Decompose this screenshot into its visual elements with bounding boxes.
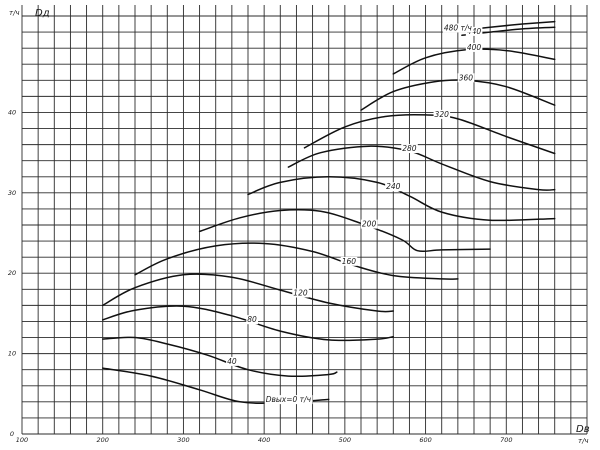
series-label-background — [226, 356, 238, 366]
series-label: 200 — [362, 220, 377, 229]
series-label-background — [246, 315, 259, 325]
series-label: 40 — [227, 357, 237, 366]
series-label: 160 — [342, 257, 357, 266]
x-tick-label: 100 — [16, 436, 28, 444]
series-label: 400 — [467, 43, 482, 52]
x-axis-label: Dв — [576, 424, 590, 435]
series-line — [360, 79, 556, 111]
series-line — [101, 273, 395, 313]
y-axis-label: Dд — [35, 8, 50, 19]
series-line — [303, 113, 556, 155]
series-label-background — [465, 26, 483, 36]
series-label-background — [385, 182, 402, 192]
series-label-background — [264, 395, 313, 405]
x-tick-label: 200 — [97, 436, 109, 444]
y-axis-unit: т/ч — [9, 9, 20, 17]
series-label: 280 — [402, 144, 417, 153]
x-tick-label: 500 — [339, 436, 351, 444]
series-label-background — [360, 219, 378, 229]
series-label: 480 т/ч — [444, 23, 473, 32]
x-tick-label: 600 — [419, 436, 431, 444]
grid — [21, 5, 588, 435]
y-tick-label: 30 — [8, 189, 16, 197]
y-tick-label: 0 — [10, 430, 14, 438]
series-label: 440 — [467, 27, 482, 36]
y-tick-label: 10 — [8, 350, 16, 358]
series-label: 360 — [459, 73, 474, 82]
x-tick-label: 300 — [177, 436, 189, 444]
labels: Dвых=0 т/ч 40 80 120 160 200 240 280 320 360 400 44… — [226, 23, 483, 405]
series-label-background — [465, 42, 483, 52]
x-tick-label: 700 — [500, 436, 512, 444]
series-label-background — [433, 109, 451, 119]
y-tick-label: 20 — [8, 269, 16, 277]
series-label: 240 — [386, 182, 401, 191]
series-line — [134, 242, 459, 280]
x-tick-label: 400 — [258, 436, 270, 444]
series-label-background — [442, 23, 474, 33]
series-label: Dвых=0 т/ч — [266, 395, 312, 404]
series-label-background — [457, 73, 475, 83]
x-axis-unit: т/ч — [578, 437, 589, 445]
series-label-background — [401, 144, 418, 154]
series-line — [287, 145, 556, 191]
series-label-background — [340, 256, 358, 266]
series-label: 120 — [293, 288, 308, 297]
y-tick-label: 40 — [8, 108, 16, 116]
axes: 100 200 300 400 500 600 700 0 10 20 30 40 Dд т/ч Dв т/ч — [8, 8, 590, 445]
series-label: 80 — [247, 315, 257, 324]
series-label: 320 — [435, 110, 450, 119]
series-label-background — [292, 288, 309, 298]
